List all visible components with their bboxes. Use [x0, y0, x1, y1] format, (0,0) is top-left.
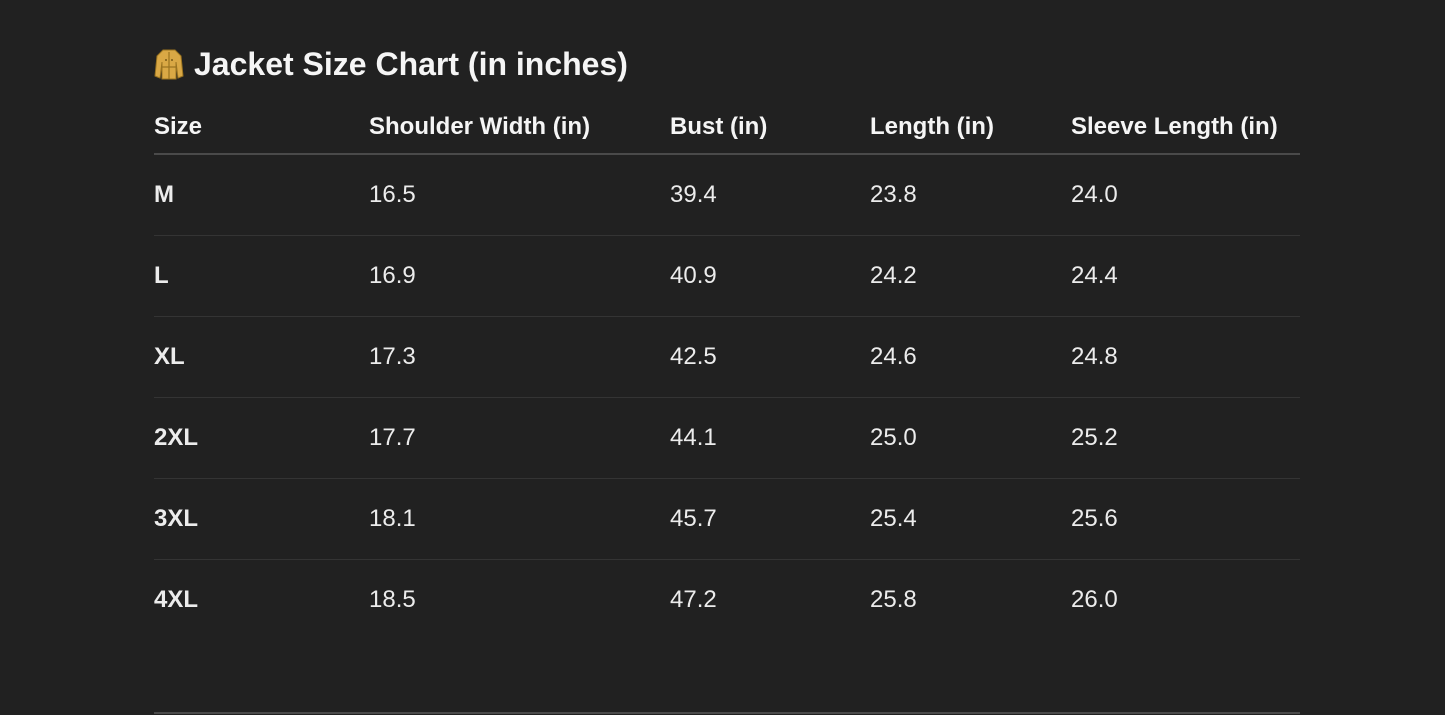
- cell-length: 25.4: [870, 478, 1071, 560]
- cell-size: XL: [154, 316, 369, 398]
- table-row: L 16.9 40.9 24.2 24.4: [154, 235, 1300, 317]
- cell-bust: 40.9: [670, 235, 870, 317]
- cell-sleeve-length: 26.0: [1071, 586, 1118, 613]
- header-shoulder-width: Shoulder Width (in): [369, 100, 670, 155]
- cell-shoulder-width: 17.3: [369, 316, 670, 398]
- table-row: 4XL 18.5 47.2 25.8 26.0: [154, 560, 1300, 641]
- cell-size: 2XL: [154, 397, 369, 479]
- table-row: XL 17.3 42.5 24.6 24.8: [154, 316, 1300, 398]
- cell-size: 4XL: [154, 586, 199, 613]
- cell-length: 24.2: [870, 235, 1071, 317]
- cell-size: M: [154, 154, 369, 236]
- header-bust: Bust (in): [670, 100, 870, 155]
- coat-icon: [154, 49, 184, 80]
- header-sleeve-length: Sleeve Length (in): [1071, 100, 1300, 155]
- cell-size: L: [154, 235, 369, 317]
- cell-size: 3XL: [154, 478, 369, 560]
- cell-bust: 44.1: [670, 397, 870, 479]
- size-chart-table: Size Shoulder Width (in) Bust (in) Lengt…: [154, 100, 1300, 640]
- header-length: Length (in): [870, 100, 1071, 155]
- cell-sleeve-length: 25.2: [1071, 397, 1300, 479]
- cell-sleeve-length: 24.8: [1071, 316, 1300, 398]
- cell-bust: 39.4: [670, 154, 870, 236]
- cell-sleeve-length: 25.6: [1071, 478, 1300, 560]
- cell-bust: 45.7: [670, 478, 870, 560]
- table-row: M 16.5 39.4 23.8 24.0: [154, 154, 1300, 236]
- cell-bust: 42.5: [670, 316, 870, 398]
- title-text: Jacket Size Chart (in inches): [194, 45, 628, 82]
- header-size: Size: [154, 100, 369, 155]
- table-row: 3XL 18.1 45.7 25.4 25.6: [154, 478, 1300, 560]
- page-title: Jacket Size Chart (in inches): [154, 42, 628, 86]
- cell-sleeve-length: 24.4: [1071, 235, 1300, 317]
- cell-shoulder-width: 17.7: [369, 397, 670, 479]
- table-row: 2XL 17.7 44.1 25.0 25.2: [154, 397, 1300, 479]
- cell-length: 25.8: [870, 586, 917, 613]
- cell-sleeve-length: 24.0: [1071, 154, 1300, 236]
- table-header-row: Size Shoulder Width (in) Bust (in) Lengt…: [154, 100, 1300, 155]
- cell-shoulder-width: 18.1: [369, 478, 670, 560]
- cell-shoulder-width: 16.9: [369, 235, 670, 317]
- cell-shoulder-width: 16.5: [369, 154, 670, 236]
- cell-shoulder-width: 18.5: [369, 586, 416, 613]
- cell-length: 25.0: [870, 397, 1071, 479]
- cell-length: 24.6: [870, 316, 1071, 398]
- divider: [154, 712, 1300, 714]
- cell-length: 23.8: [870, 154, 1071, 236]
- cell-bust: 47.2: [670, 586, 717, 613]
